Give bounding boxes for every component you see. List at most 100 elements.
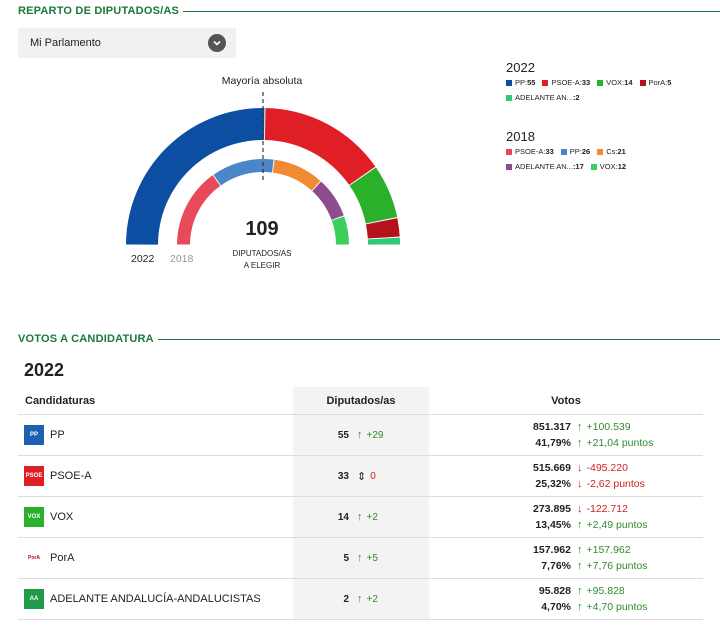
legend-swatch — [560, 148, 567, 155]
legend-year: 2018 — [506, 129, 535, 144]
pct-line: 4,70% ↑ +4,70 puntos — [429, 599, 703, 615]
legend-name: PP: — [569, 147, 582, 156]
votes-count: 273.895 — [533, 503, 571, 515]
votes-diff: ↑ +100.539 — [577, 421, 631, 433]
pct-line: 41,79% ↑ +21,04 puntos — [429, 435, 703, 451]
legend-count: 5 — [667, 78, 672, 87]
hemicycle-segment-2022-pp[interactable] — [126, 108, 265, 245]
year-previous-label: 2018 — [170, 253, 194, 265]
pct-diff-arrow-icon: ↑ — [577, 601, 583, 613]
votes-count: 515.669 — [533, 462, 571, 474]
seat-diff-value: +29 — [366, 429, 384, 441]
section-divider — [183, 10, 720, 12]
pct-line: 7,76% ↑ +7,76 puntos — [429, 558, 703, 574]
pct-diff-arrow-icon: ↑ — [577, 437, 583, 449]
total-caption-line-2: A ELEGIR — [243, 261, 281, 270]
votes-diff: ↑ +95.828 — [577, 585, 625, 597]
hemicycle-segment-2018-vox[interactable] — [331, 216, 349, 245]
hemicycle-chart — [120, 70, 410, 280]
seat-diff: ↑ +5 — [357, 552, 399, 564]
hemicycle-segment-2022-pora[interactable] — [365, 218, 400, 239]
votes-diff-arrow-icon: ↓ — [577, 462, 583, 474]
vote-percent: 25,32% — [535, 478, 571, 490]
total-seats: 109 — [245, 218, 279, 240]
seat-diff-value: +2 — [366, 511, 378, 523]
hemicycle-segment-2018-cs[interactable] — [272, 159, 321, 191]
seat-diff-value: +5 — [366, 552, 378, 564]
legend-item: VOX: 14 — [597, 78, 633, 87]
votes-year: 2022 — [24, 360, 65, 380]
total-caption: DIPUTADOS/AS A ELEGIR — [212, 248, 312, 272]
col-votes: Votos — [551, 394, 581, 407]
seat-diff-arrow-icon: ↑ — [357, 552, 363, 564]
seat-diff: ↑ +2 — [357, 593, 399, 605]
legend-swatch — [597, 148, 604, 155]
seats-cell: 2 ↑ +2 — [293, 579, 429, 619]
vote-percent: 7,76% — [541, 560, 571, 572]
legend-swatch — [506, 163, 512, 170]
pct-diff-value: +4,70 puntos — [586, 601, 648, 613]
legend-items: PSOE-A: 33 PP: 26 Cs: 21 ADELANTE AN...:17 VOX:… — [506, 147, 716, 177]
parliament-dropdown[interactable]: Mi Parlamento — [18, 28, 236, 58]
pct-diff-arrow-icon: ↑ — [577, 519, 583, 531]
legend-item: ADELANTE AN...:2 — [506, 93, 580, 102]
legend-name: PP: — [515, 78, 528, 87]
party-cell: PSOE PSOE-A — [18, 456, 293, 496]
pct-diff-value: +21,04 puntos — [586, 437, 654, 449]
votes-cell: 273.895 ↓ -122.712 13,45% ↑ +2,49 puntos — [429, 497, 703, 537]
legend-name: PSOE-A: — [515, 147, 546, 156]
votes-line: 273.895 ↓ -122.712 — [429, 501, 703, 517]
vote-percent: 4,70% — [541, 601, 571, 613]
legend-swatch — [506, 94, 512, 101]
seats-cell: 14 ↑ +2 — [293, 497, 429, 537]
hemicycle-segment-2022-adelante-an-[interactable] — [367, 237, 400, 245]
year-current-label: 2022 — [131, 253, 155, 265]
pct-diff: ↑ +4,70 puntos — [577, 601, 648, 613]
pct-diff: ↑ +21,04 puntos — [577, 437, 653, 449]
table-body: PP PP 55 ↑ +29 851.317 ↑ +100.539 41,79% ↑ +21,04 … — [18, 415, 703, 620]
legend-name: VOX: — [606, 78, 625, 87]
party-name: PP — [50, 429, 65, 441]
hemicycle-segment-2018-pp[interactable] — [213, 159, 274, 186]
hemicycle-segment-2018-adelante-an-[interactable] — [312, 181, 344, 220]
legend-item: PSOE-A: 33 — [506, 147, 554, 156]
votes-line: 851.317 ↑ +100.539 — [429, 419, 703, 435]
legend-swatch — [506, 148, 512, 155]
votes-diff-arrow-icon: ↑ — [577, 585, 583, 597]
legend-count: 55 — [527, 78, 536, 87]
pct-diff-value: +7,76 puntos — [586, 560, 648, 572]
hemicycle-segment-2022-psoe-a[interactable] — [264, 108, 376, 185]
hemicycle-segment-2018-psoe-a[interactable] — [177, 175, 221, 245]
pct-line: 13,45% ↑ +2,49 puntos — [429, 517, 703, 533]
votes-diff-value: -495.220 — [586, 462, 628, 474]
votes-diff: ↑ +157.962 — [577, 544, 631, 556]
party-name: ADELANTE ANDALUCÍA-ANDALUCISTAS — [50, 593, 261, 605]
votes-line: 515.669 ↓ -495.220 — [429, 460, 703, 476]
legend-swatch — [590, 163, 597, 170]
legend-count: 12 — [617, 162, 627, 171]
section-divider — [157, 338, 720, 340]
seat-diff: ⇕ 0 — [357, 470, 399, 483]
pct-diff-value: +2,49 puntos — [586, 519, 648, 531]
chevron-down-icon[interactable] — [208, 34, 226, 52]
seats-section-header: REPARTO DE DIPUTADOS/AS — [18, 5, 720, 17]
total-caption-line-1: DIPUTADOS/AS — [232, 249, 292, 258]
table-row: PorA PorA 5 ↑ +5 157.962 ↑ +157.962 7,76% ↑ +7,76 … — [18, 538, 703, 579]
hemicycle-segment-2022-vox[interactable] — [349, 167, 398, 224]
legend-name: Cs: — [606, 147, 618, 156]
legend-count: :17 — [572, 162, 584, 171]
legend-count: 21 — [617, 147, 626, 156]
seats-cell: 5 ↑ +5 — [293, 538, 429, 578]
seat-count: 33 — [337, 470, 349, 482]
votes-line: 95.828 ↑ +95.828 — [429, 583, 703, 599]
votes-count: 851.317 — [533, 421, 571, 433]
parliament-dropdown-label: Mi Parlamento — [30, 37, 101, 49]
seat-diff-arrow-icon: ⇕ — [357, 470, 367, 483]
legend-swatch — [506, 79, 512, 86]
pct-diff-arrow-icon: ↓ — [577, 478, 583, 490]
table-row: PP PP 55 ↑ +29 851.317 ↑ +100.539 41,79% ↑ +21,04 … — [18, 415, 703, 456]
legend-item: PorA: 5 — [639, 78, 672, 87]
legend-item: ADELANTE AN...:17 — [506, 162, 584, 171]
votes-table: Candidaturas Diputados/as Votos PP PP 55 ↑ +… — [18, 387, 703, 620]
votes-cell: 515.669 ↓ -495.220 25,32% ↓ -2,62 puntos — [429, 456, 703, 496]
